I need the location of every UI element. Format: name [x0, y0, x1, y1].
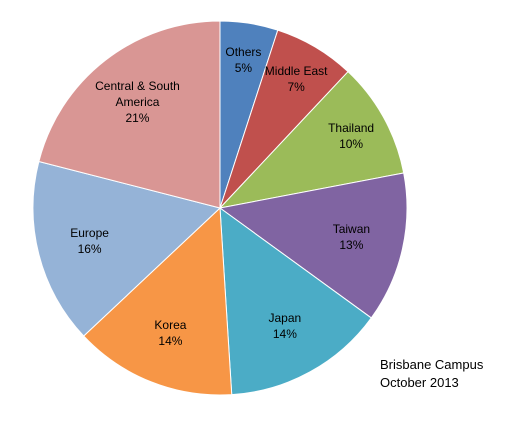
category-label: Europe [70, 226, 109, 241]
value-label: 14% [272, 326, 297, 341]
slice-label: Middle East 7% [241, 63, 351, 95]
value-label: 16% [77, 242, 102, 257]
category-label: Others [225, 45, 262, 60]
value-label: 5% [234, 61, 253, 76]
pie-slice [219, 206, 372, 396]
category-label: Thailand [328, 120, 375, 135]
category-label: Central & South America [95, 78, 180, 109]
slice-label: Others 5% [188, 44, 298, 76]
slice-label: Korea 14% [115, 317, 225, 349]
value-label: 7% [287, 80, 305, 95]
pie-slice [218, 172, 408, 319]
annotation-block: Brisbane Campus October 2013 [380, 356, 483, 392]
category-label: Middle East [264, 64, 328, 79]
category-label: Korea [154, 318, 187, 333]
pie-slice [82, 206, 233, 396]
pie-slice [32, 160, 222, 337]
slice-label: Thailand 10% [296, 120, 406, 152]
category-label: Japan [268, 310, 302, 325]
value-label: 13% [339, 238, 364, 253]
slice-label: Taiwan 13% [296, 221, 406, 253]
value-label: 21% [125, 110, 150, 125]
pie-slice [218, 70, 405, 209]
slice-label: Japan 14% [230, 310, 340, 342]
annotation: Brisbane Campus [380, 357, 484, 372]
category-label: Taiwan [332, 222, 371, 237]
annotation: October 2013 [380, 375, 459, 390]
value-label: 10% [339, 136, 364, 151]
pie-slice [38, 20, 221, 209]
value-label: 14% [158, 334, 183, 349]
slice-label: Central & South America 21% [82, 78, 192, 126]
slice-label: Europe 16% [35, 225, 145, 257]
